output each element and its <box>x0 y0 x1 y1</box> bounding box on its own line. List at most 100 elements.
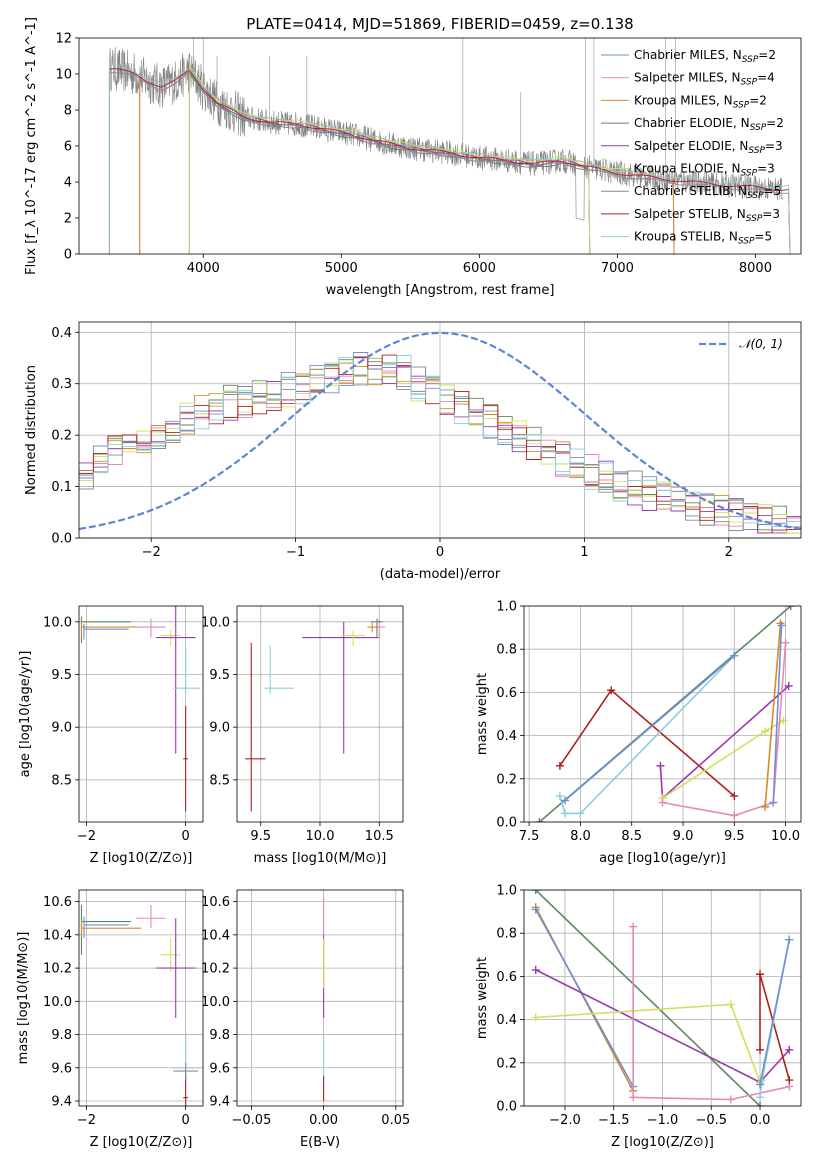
tick-label-y: 9.4 <box>209 1095 230 1110</box>
weight-series <box>559 689 735 797</box>
tick-label-y: 0.0 <box>51 532 72 547</box>
tick-label-y: 9.6 <box>51 1061 72 1076</box>
weight-marker <box>756 1093 765 1102</box>
age-vs-mass-panel: 9.5 10.0 10.5 8.5 9.0 9.5 10.0 mass [log10(M/M⊙… <box>201 605 404 866</box>
mass-weight-vs-metallicity-panel: −2.0 −1.5 −1.0 −0.5 0.0 0.0 0.2 0.4 0.6 0.8 1.0 Z [… <box>475 884 802 1150</box>
legend-text: Salpeter STELIB, N <box>634 207 746 221</box>
x-axis-label: E(B-V) <box>300 1135 340 1150</box>
tick-label-y: 0.2 <box>51 429 72 444</box>
weight-series <box>662 642 787 817</box>
axes: 4000 5000 6000 7000 8000 0 2 4 6 8 10 12 <box>55 32 802 276</box>
tick-label-y: 10.0 <box>201 615 230 630</box>
tick-label-y: 9.4 <box>51 1095 72 1110</box>
legend-entry: Salpeter STELIB, NSSP=3 <box>634 207 780 224</box>
model-curve <box>108 68 791 254</box>
weight-series <box>764 623 782 807</box>
legend-entry: Chabrier MILES, NSSP=2 <box>634 48 776 65</box>
tick-label-x: −2 <box>77 1113 96 1128</box>
x-axis-label: (data-model)/error <box>380 567 501 582</box>
legend-text: Kroupa ELODIE, N <box>634 162 741 176</box>
tick-label-y: 10.2 <box>43 962 72 977</box>
weight-marker <box>561 809 570 818</box>
weight-marker <box>656 761 665 770</box>
tick-label-x: 8000 <box>739 261 772 276</box>
tick-label-y: 10.0 <box>201 995 230 1010</box>
axes: 9.5 10.0 10.5 8.5 9.0 9.5 10.0 <box>201 605 404 844</box>
grid <box>524 889 801 1107</box>
legend-text: Kroupa STELIB, N <box>634 230 738 244</box>
y-axis-label: mass weight <box>475 673 490 755</box>
weight-marker <box>730 792 739 801</box>
weight-marker <box>629 922 638 931</box>
tick-label-y: 9.5 <box>51 668 72 683</box>
x-axis-label: Z [log10(Z/Z⊙)] <box>90 851 193 866</box>
weight-marker <box>761 802 770 811</box>
weight-marker <box>531 890 540 894</box>
figure-title: PLATE=0414, MJD=51869, FIBERID=0459, z=0… <box>246 15 633 33</box>
weight-series <box>759 939 791 1085</box>
tick-label-x: 6000 <box>463 261 496 276</box>
tick-label-x: 1 <box>580 545 588 560</box>
tick-label-x: 7.5 <box>519 829 540 844</box>
errorbar <box>160 938 181 972</box>
tick-label-x: −0.5 <box>695 1113 727 1128</box>
age-vs-metallicity-panel: −2 0 8.5 9.0 9.5 10.0 Z [log10(Z/Z⊙)] age [log1… <box>18 605 204 866</box>
errorbar <box>370 618 383 638</box>
legend-sub: SSP <box>750 123 767 133</box>
weight-marker <box>756 1080 765 1089</box>
tick-label-y: 1.0 <box>496 884 517 899</box>
weight-marker <box>730 811 739 820</box>
model-curve <box>188 65 591 254</box>
tick-label-x: −0.05 <box>232 1113 272 1128</box>
y-axis-label: Flux [f_λ 10^-17 erg cm^-2 s^-1 A^-1] <box>24 17 39 275</box>
axes-frame <box>523 605 802 823</box>
y-axis-label: mass weight <box>475 957 490 1039</box>
tick-label-y: 10.6 <box>43 895 72 910</box>
tick-label-y: 9.8 <box>209 1028 230 1043</box>
errorbar <box>183 706 189 812</box>
residual-histogram <box>79 355 801 527</box>
weight-marker <box>785 1045 794 1054</box>
model-curve <box>108 64 791 254</box>
errorbar <box>367 622 377 633</box>
legend-tail: =3 <box>765 139 783 153</box>
legend-text: Chabrier STELIB, N <box>634 184 747 198</box>
model-curve <box>108 71 791 254</box>
x-axis-label: wavelength [Angstrom, rest frame] <box>326 283 555 298</box>
legend-entry: Kroupa STELIB, NSSP=5 <box>634 230 772 247</box>
weight-marker <box>726 1095 735 1104</box>
errorbar <box>173 1062 199 1080</box>
weight-series <box>559 655 735 815</box>
errorbar <box>83 623 129 640</box>
plot-area <box>80 904 201 1106</box>
weight-marker <box>555 792 564 801</box>
legend: Chabrier MILES, NSSP=2 Salpeter MILES, N S… <box>601 48 784 247</box>
tick-label-y: 8 <box>64 104 72 119</box>
axes: −2 −1 0 1 2 0.0 0.1 0.2 0.3 0.4 <box>51 321 802 560</box>
tick-label-y: 2 <box>64 212 72 227</box>
axes-frame <box>78 889 204 1107</box>
legend-text: Salpeter MILES, N <box>634 71 741 85</box>
weight-series <box>564 655 735 802</box>
legend-sub: SSP <box>746 214 763 224</box>
tick-label-y: 0.6 <box>496 970 517 985</box>
x-axis-label: Z [log10(Z/Z⊙)] <box>611 1135 714 1150</box>
tick-label-x: 2 <box>725 545 733 560</box>
weight-marker <box>658 798 667 807</box>
errorbar <box>173 1034 201 1085</box>
weight-marker <box>531 965 540 974</box>
weight-marker <box>607 686 616 695</box>
weight-marker <box>777 621 786 630</box>
tick-label-x: 0 <box>181 829 189 844</box>
legend-tail: =2 <box>758 48 776 62</box>
plot-area <box>108 38 791 254</box>
tick-label-y: 9.5 <box>209 668 230 683</box>
mass-vs-metallicity-panel: −2 0 9.4 9.6 9.8 10.0 10.2 10.4 10.6 Z [log10(Z/Z… <box>16 889 204 1150</box>
legend-tail: =2 <box>749 93 767 107</box>
x-axis-label: age [log10(age/yr)] <box>599 851 726 866</box>
legend-tail: =3 <box>757 162 775 176</box>
plot-area <box>245 618 386 812</box>
tick-label-y: 1.0 <box>496 600 517 615</box>
legend: 𝒩(0, 1) <box>699 337 783 351</box>
weight-marker <box>769 798 778 807</box>
